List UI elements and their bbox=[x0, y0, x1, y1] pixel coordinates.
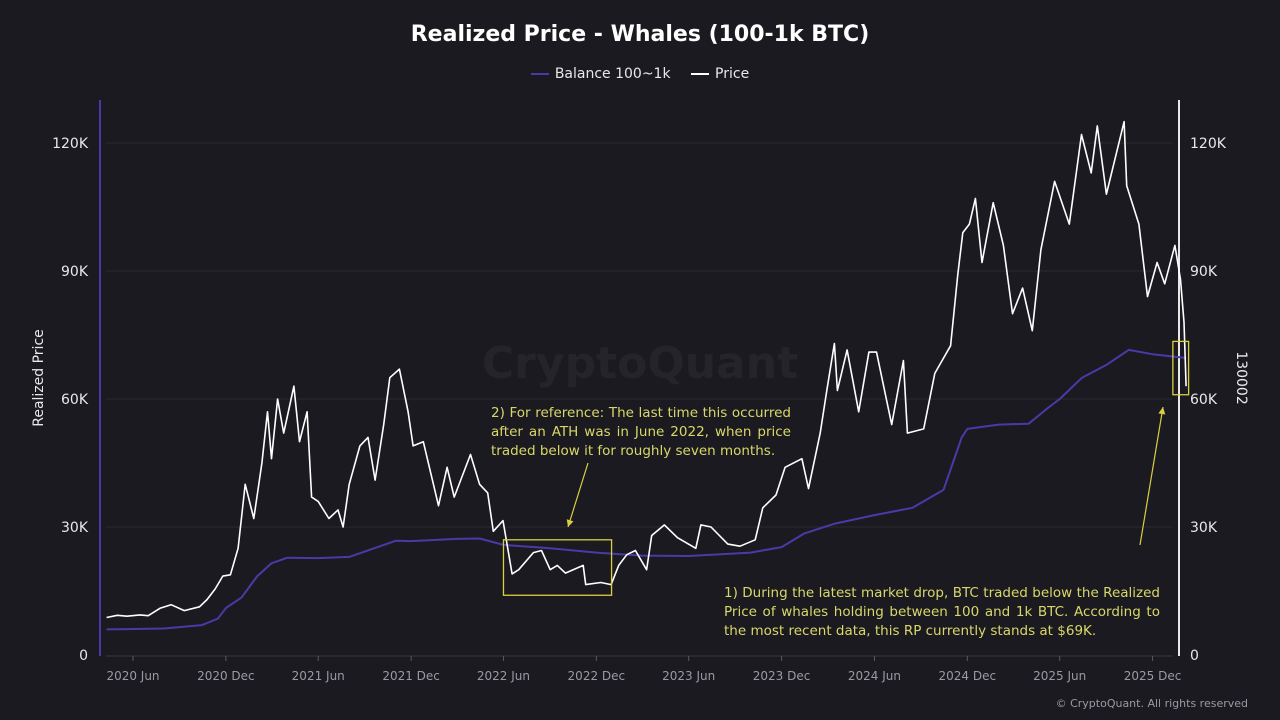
x-tick-label: 2022 Jun bbox=[477, 669, 530, 683]
x-tick-label: 2023 Jun bbox=[662, 669, 715, 683]
right-axis-label: 130002 bbox=[1233, 351, 1249, 404]
legend-item-balance[interactable]: Balance 100~1k bbox=[530, 66, 671, 82]
x-tick-label: 2022 Dec bbox=[568, 669, 626, 683]
legend-item-price[interactable]: Price bbox=[691, 66, 749, 82]
y-tick-left: 0 bbox=[79, 648, 88, 664]
highlight-box-1 bbox=[502, 539, 613, 596]
legend-swatch-price bbox=[691, 73, 710, 75]
legend-label-balance: Balance 100~1k bbox=[554, 66, 671, 82]
x-tick-label: 2021 Dec bbox=[382, 669, 440, 683]
legend-swatch-balance bbox=[530, 73, 549, 75]
arrow-annotation-1 bbox=[1139, 406, 1164, 546]
x-tick-label: 2021 Jun bbox=[292, 669, 345, 683]
legend-label-price: Price bbox=[715, 66, 750, 82]
annotation-2: 2) For reference: The last time this occ… bbox=[491, 405, 791, 459]
x-tick-label: 2023 Dec bbox=[753, 669, 811, 683]
y-tick-right: 120K bbox=[1190, 136, 1227, 152]
copyright: © CryptoQuant. All rights reserved bbox=[1055, 697, 1248, 710]
y-tick-left: 90K bbox=[61, 264, 89, 280]
y-tick-right: 30K bbox=[1190, 520, 1218, 536]
arrow-annotation-2 bbox=[567, 462, 589, 528]
y-tick-left: 60K bbox=[61, 392, 89, 408]
x-tick-label: 2024 Jun bbox=[848, 669, 901, 683]
arrow-annotation-1-head bbox=[1158, 407, 1166, 415]
price-line bbox=[106, 120, 1187, 619]
y-tick-right: 0 bbox=[1190, 648, 1199, 664]
y-tick-right: 60K bbox=[1190, 392, 1218, 408]
x-tick-label: 2024 Dec bbox=[939, 669, 997, 683]
chart-title: Realized Price - Whales (100-1k BTC) bbox=[410, 22, 870, 47]
legend: Balance 100~1k Price bbox=[0, 63, 1280, 82]
x-tick-label: 2020 Dec bbox=[197, 669, 255, 683]
y-tick-left: 30K bbox=[61, 520, 89, 536]
balance-100-1k-line bbox=[106, 348, 1187, 631]
watermark: CryptoQuant bbox=[482, 338, 798, 389]
highlight-box-2 bbox=[1172, 340, 1190, 396]
arrow-annotation-2-head bbox=[566, 519, 574, 527]
y-tick-right: 90K bbox=[1190, 264, 1218, 280]
x-tick-label: 2025 Jun bbox=[1033, 669, 1086, 683]
annotation-1: 1) During the latest market drop, BTC tr… bbox=[724, 585, 1160, 639]
left-axis-label: Realized Price bbox=[31, 329, 47, 427]
x-tick-label: 2020 Jun bbox=[106, 669, 159, 683]
x-tick-label: 2025 Dec bbox=[1124, 669, 1182, 683]
y-tick-left: 120K bbox=[52, 136, 89, 152]
